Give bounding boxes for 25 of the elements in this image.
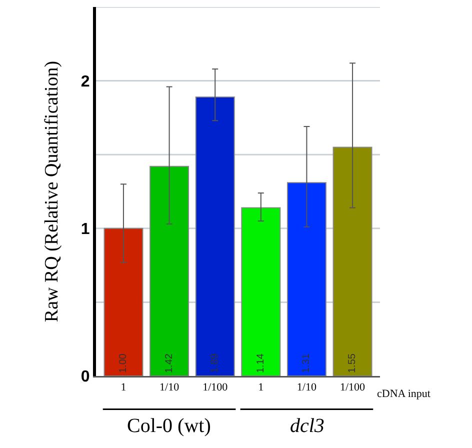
bar [332,146,372,376]
y-axis-title: Raw RQ (Relative Quantification) [42,60,63,322]
bar [195,96,235,376]
data-label: 1.89 [210,353,221,373]
y-tick-label: 1 [80,221,90,238]
x-tick-label: 1/10 [296,382,317,394]
bar [241,207,281,376]
data-label: 1.14 [255,353,266,373]
x-tick-label: 1/100 [202,382,228,394]
x-tick-label: 1 [120,382,126,394]
y-tick-label: 2 [80,73,90,90]
bar [150,166,190,376]
data-label: 1.55 [347,353,358,373]
data-label: 1.42 [164,353,175,373]
bar [104,228,144,376]
bar [286,182,326,376]
text: Col-0 (wt) [127,415,211,437]
y-tick-label: 0 [80,368,90,386]
x-tick-label: 1/100 [340,382,366,394]
x-tick-label: 1/10 [160,382,180,394]
text: cDNA input [377,388,430,400]
x-tick-label: 1 [258,382,264,394]
text: dcl3 [290,415,324,437]
data-label: 1.31 [301,353,312,373]
data-label: 1.00 [118,353,129,373]
